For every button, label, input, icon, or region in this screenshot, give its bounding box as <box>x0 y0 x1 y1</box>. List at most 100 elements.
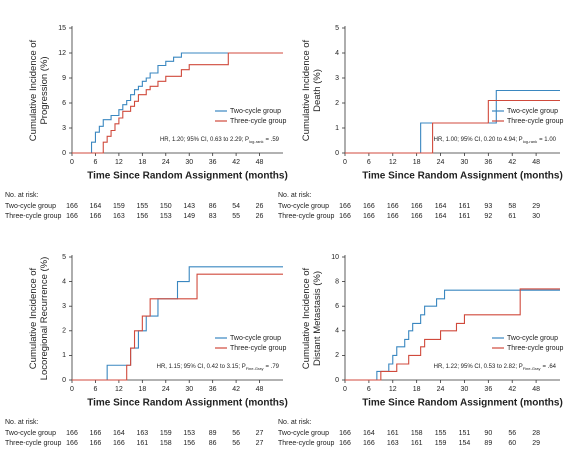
at-risk-count: 164 <box>363 430 375 437</box>
at-risk-count: 26 <box>256 203 264 210</box>
x-tick-label: 36 <box>209 386 217 393</box>
y-tick-label: 6 <box>335 303 339 310</box>
x-tick-label: 6 <box>93 386 97 393</box>
legend-label: Three-cycle group <box>230 345 287 352</box>
at-risk-count: 56 <box>508 430 516 437</box>
annotation: HR, 1.20; 95% CI, 0.63 to 2.29; Plog-ran… <box>160 137 280 144</box>
at-risk-count: 166 <box>113 440 125 447</box>
x-tick-label: 48 <box>532 386 540 393</box>
at-risk-title: No. at risk: <box>278 419 312 426</box>
y-tick-label: 0 <box>62 150 66 157</box>
x-tick-label: 12 <box>115 159 123 166</box>
x-tick-label: 0 <box>343 159 347 166</box>
at-risk-count: 166 <box>90 213 102 220</box>
x-tick-label: 30 <box>461 159 469 166</box>
at-risk-count: 166 <box>339 440 351 447</box>
annotation-text: HR, 1.15; 95% CI, 0.42 to 3.15; P <box>157 364 246 370</box>
step-line <box>72 52 283 154</box>
legend-label: Two-cycle group <box>507 108 558 115</box>
y-tick-label: 0 <box>62 377 66 384</box>
at-risk-count: 156 <box>136 213 148 220</box>
y-tick-label: 2 <box>335 352 339 359</box>
y-axis-label: Cumulative Incidence ofDeath (%) <box>301 39 323 141</box>
at-risk-count: 166 <box>411 203 423 210</box>
at-risk-count: 166 <box>339 213 351 220</box>
y-tick-label: 9 <box>62 75 66 82</box>
y-tick-label: 1 <box>335 125 339 132</box>
y-axis-label: Cumulative Incidence ofLocoregional Recu… <box>28 257 50 381</box>
y-axis-label-line: Death (%) <box>312 69 323 112</box>
annotation-text: HR, 1.20; 95% CI, 0.63 to 2.29; P <box>160 137 249 143</box>
annotation-tail: = .79 <box>265 364 279 370</box>
at-risk-count: 166 <box>339 430 351 437</box>
at-risk-count: 161 <box>459 203 471 210</box>
x-tick-label: 18 <box>413 386 421 393</box>
x-tick-label: 6 <box>367 159 371 166</box>
at-risk-count: 143 <box>183 203 195 210</box>
y-tick-label: 3 <box>335 75 339 82</box>
annotation-subscript: Fine-Gray <box>523 366 541 371</box>
at-risk-count: 164 <box>113 430 125 437</box>
step-line <box>72 273 283 381</box>
x-axis-label: Time Since Random Assignment (months) <box>362 398 563 409</box>
x-axis-label: Time Since Random Assignment (months) <box>362 171 563 182</box>
y-tick-label: 3 <box>62 303 66 310</box>
x-tick-label: 48 <box>532 159 540 166</box>
at-risk-row-label: Three-cycle group <box>5 213 62 220</box>
x-tick-label: 6 <box>93 159 97 166</box>
x-tick-label: 0 <box>70 386 74 393</box>
at-risk-count: 89 <box>209 430 217 437</box>
at-risk-count: 155 <box>435 430 447 437</box>
x-tick-label: 48 <box>256 159 264 166</box>
y-tick-label: 10 <box>331 254 339 261</box>
y-axis-label: Cumulative Incidence ofDistant Metastasi… <box>301 267 323 369</box>
y-tick-label: 5 <box>335 25 339 32</box>
annotation: HR, 1.22; 95% CI, 0.53 to 2.82; PFine-Gr… <box>434 364 557 371</box>
legend-label: Two-cycle group <box>230 335 281 342</box>
x-tick-label: 0 <box>70 159 74 166</box>
annotation-tail: = .59 <box>265 137 279 143</box>
step-line <box>345 288 560 381</box>
at-risk-row-label: Two-cycle group <box>5 430 56 437</box>
y-axis-label-line: Cumulative Incidence of <box>301 267 312 369</box>
at-risk-row-label: Two-cycle group <box>278 203 329 210</box>
x-tick-label: 18 <box>138 386 146 393</box>
at-risk-count: 86 <box>209 440 217 447</box>
at-risk-count: 92 <box>484 213 492 220</box>
y-tick-label: 2 <box>335 100 339 107</box>
annotation: HR, 1.15; 95% CI, 0.42 to 3.15; PFine-Gr… <box>157 364 280 371</box>
legend-label: Three-cycle group <box>230 118 287 125</box>
x-tick-label: 24 <box>437 159 445 166</box>
y-tick-label: 2 <box>62 328 66 335</box>
annotation-subscript: Fine-Gray <box>246 366 264 371</box>
y-tick-label: 6 <box>62 100 66 107</box>
at-risk-count: 60 <box>508 440 516 447</box>
at-risk-count: 166 <box>363 440 375 447</box>
at-risk-count: 155 <box>136 203 148 210</box>
at-risk-count: 54 <box>232 203 240 210</box>
at-risk-count: 55 <box>232 213 240 220</box>
y-axis-label-line: Cumulative Incidence of <box>28 267 39 369</box>
step-line <box>345 99 560 154</box>
y-tick-label: 5 <box>62 254 66 261</box>
step-line <box>72 52 283 154</box>
y-tick-label: 8 <box>335 278 339 285</box>
at-risk-count: 83 <box>209 213 217 220</box>
x-tick-label: 42 <box>232 386 240 393</box>
at-risk-count: 159 <box>435 440 447 447</box>
at-risk-count: 27 <box>256 440 264 447</box>
at-risk-count: 159 <box>113 203 125 210</box>
at-risk-title: No. at risk: <box>5 419 39 426</box>
annotation-subscript: log-rank <box>249 139 263 144</box>
x-tick-label: 36 <box>209 159 217 166</box>
x-tick-label: 30 <box>185 159 193 166</box>
at-risk-count: 166 <box>363 203 375 210</box>
at-risk-count: 166 <box>66 440 78 447</box>
at-risk-title: No. at risk: <box>278 192 312 199</box>
x-tick-label: 30 <box>461 386 469 393</box>
x-tick-label: 24 <box>162 386 170 393</box>
at-risk-count: 164 <box>435 203 447 210</box>
legend-label: Two-cycle group <box>507 335 558 342</box>
